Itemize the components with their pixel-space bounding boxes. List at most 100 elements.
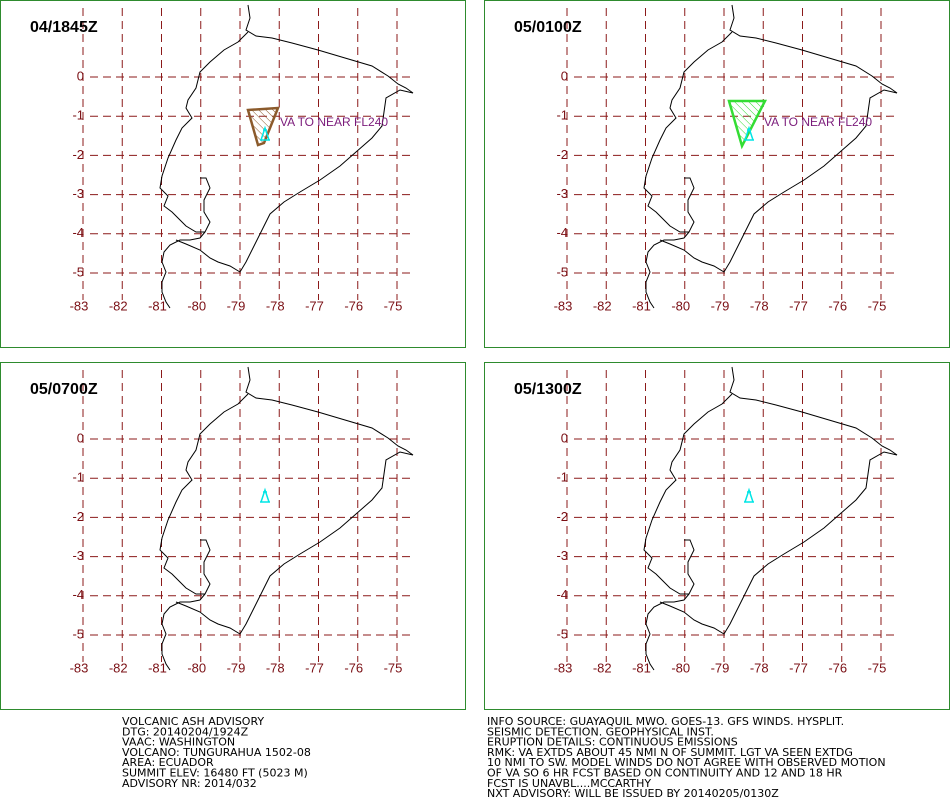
lat-tick-label: 0	[77, 430, 84, 445]
lat-tick-label: -1	[72, 108, 84, 123]
panel-title: 05/1300Z	[514, 381, 582, 398]
lon-tick-label: -78	[750, 298, 769, 313]
lat-tick-label: -5	[72, 264, 84, 279]
coastline	[659, 451, 898, 635]
lon-tick-label: -77	[789, 298, 808, 313]
lon-tick-label: -81	[148, 660, 167, 675]
coastline	[245, 366, 414, 456]
lon-tick-label: -81	[148, 298, 167, 313]
lat-tick-label: -2	[72, 147, 84, 162]
lat-tick-label: 0	[77, 68, 84, 83]
lat-tick-label: -3	[72, 186, 84, 201]
lon-tick-label: -79	[711, 660, 730, 675]
lon-tick-label: -75	[384, 298, 403, 313]
lat-tick-label: -4	[556, 225, 568, 240]
volcano-symbol	[743, 487, 755, 503]
lon-tick-label: -82	[593, 298, 612, 313]
advisory-line: VOLCANO: TUNGURAHUA 1502-08	[122, 746, 311, 759]
volcano-symbol	[259, 487, 271, 503]
advisory-line: OF VA SO 6 HR FCST BASED ON CONTINUITY A…	[487, 767, 843, 780]
lon-tick-label: -82	[109, 298, 128, 313]
advisory-line: FCST IS UNAVBL....MCCARTHY	[487, 777, 651, 790]
lon-tick-label: -83	[554, 660, 573, 675]
ash-annotation: VA TO NEAR FL240	[764, 115, 872, 129]
lon-tick-label: -79	[711, 298, 730, 313]
lon-tick-label: -80	[187, 660, 206, 675]
lon-tick-label: -82	[109, 660, 128, 675]
map-panel: -83 -82 -81 -80 -79 -78 -77 -76 -75 0 -1 -2 -3 -4 -5 05…	[484, 362, 950, 710]
coastline	[245, 4, 414, 94]
lon-tick-label: -78	[266, 298, 285, 313]
advisory-line: AREA: ECUADOR	[122, 756, 214, 769]
lat-tick-label: 0	[561, 68, 568, 83]
lon-tick-label: -76	[344, 298, 363, 313]
panel-frame	[484, 0, 950, 348]
advisory-line: VOLCANIC ASH ADVISORY	[122, 715, 264, 728]
panel-title: 04/1845Z	[30, 19, 98, 36]
map-panel: -83 -82 -81 -80 -79 -78 -77 -76 -75 0 -1 -2 -3 -4 -5 04…	[0, 0, 466, 348]
lon-tick-label: -80	[671, 298, 690, 313]
lat-tick-label: -1	[556, 108, 568, 123]
ash-annotation: VA TO NEAR FL240	[280, 115, 388, 129]
volcano-symbol	[259, 125, 271, 141]
advisory-line: SUMMIT ELEV: 16480 FT (5023 M)	[122, 767, 308, 780]
coastline	[159, 31, 249, 309]
lat-tick-label: 0	[561, 430, 568, 445]
lat-tick-label: -3	[72, 548, 84, 563]
lon-tick-label: -77	[305, 298, 324, 313]
lat-tick-label: -5	[556, 264, 568, 279]
advisory-line: NXT ADVISORY: WILL BE ISSUED BY 20140205…	[487, 787, 779, 800]
lon-tick-label: -77	[305, 660, 324, 675]
panel-frame	[484, 362, 950, 710]
lat-tick-label: -1	[556, 470, 568, 485]
lon-tick-label: -79	[227, 298, 246, 313]
lat-tick-label: -2	[556, 147, 568, 162]
panel-frame	[0, 362, 466, 710]
lon-tick-label: -75	[868, 660, 887, 675]
lon-tick-label: -79	[227, 660, 246, 675]
lon-tick-label: -75	[384, 660, 403, 675]
advisory-line: ADVISORY NR: 2014/032	[122, 777, 257, 790]
lon-tick-label: -76	[828, 660, 847, 675]
lat-tick-label: -4	[72, 225, 84, 240]
lat-tick-label: -3	[556, 548, 568, 563]
coastline	[729, 366, 898, 456]
ash-area	[246, 106, 280, 147]
coastline	[729, 4, 898, 94]
lat-tick-label: -1	[72, 470, 84, 485]
volcano-symbol	[743, 125, 755, 141]
lat-tick-label: -4	[556, 587, 568, 602]
panel-title: 05/0100Z	[514, 19, 582, 36]
coastline	[159, 393, 249, 671]
map-panel: -83 -82 -81 -80 -79 -78 -77 -76 -75 0 -1 -2 -3 -4 -5 05…	[0, 362, 466, 710]
ash-area	[727, 99, 768, 150]
lon-tick-label: -82	[593, 660, 612, 675]
lat-tick-label: -4	[72, 587, 84, 602]
panel-title: 05/0700Z	[30, 381, 98, 398]
lon-tick-label: -81	[632, 298, 651, 313]
advisory-line: ERUPTION DETAILS: CONTINUOUS EMISSIONS	[487, 736, 738, 749]
lat-tick-label: -2	[72, 509, 84, 524]
advisory-line: 10 NMI TO SW. MODEL WINDS DO NOT AGREE W…	[487, 756, 886, 769]
lon-tick-label: -77	[789, 660, 808, 675]
advisory-line: SEISMIC DETECTION. GEOPHYSICAL INST.	[487, 725, 714, 738]
advisory-line: DTG: 20140204/1924Z	[122, 725, 249, 738]
coastline	[175, 451, 414, 635]
lat-tick-label: -5	[556, 626, 568, 641]
coastline	[643, 393, 733, 671]
coastline	[659, 89, 898, 273]
advisory-line: INFO SOURCE: GUAYAQUIL MWO. GOES-13. GFS…	[487, 715, 844, 728]
lat-tick-label: -2	[556, 509, 568, 524]
lon-tick-label: -76	[344, 660, 363, 675]
lon-tick-label: -81	[632, 660, 651, 675]
lon-tick-label: -78	[266, 660, 285, 675]
coastline	[175, 89, 414, 273]
panel-frame	[0, 0, 466, 348]
advisory-line: VAAC: WASHINGTON	[122, 736, 235, 749]
lon-tick-label: -80	[671, 660, 690, 675]
coastline	[643, 31, 733, 309]
lon-tick-label: -83	[70, 660, 89, 675]
lon-tick-label: -83	[554, 298, 573, 313]
lat-tick-label: -3	[556, 186, 568, 201]
